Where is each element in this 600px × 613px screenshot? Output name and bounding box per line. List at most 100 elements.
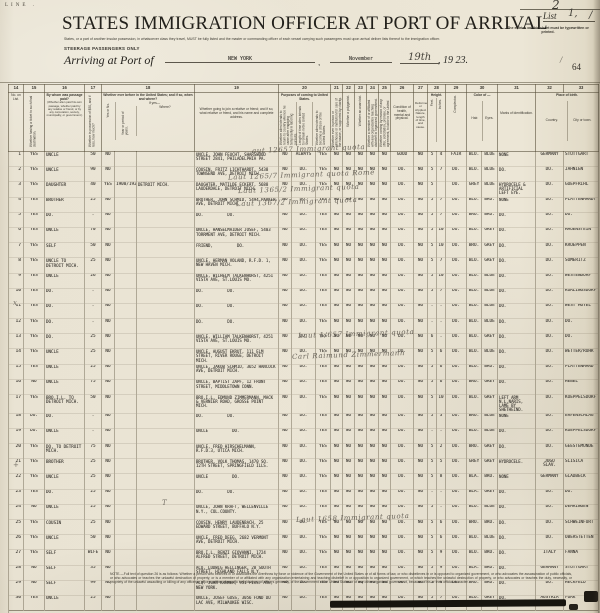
cell-stay: DO. bbox=[291, 443, 316, 459]
cell-country: DO. bbox=[535, 427, 565, 444]
cell-prison: NO bbox=[330, 242, 343, 258]
cell-prison: NO bbox=[330, 378, 343, 395]
cell-before_where bbox=[136, 318, 195, 334]
cell-before_year bbox=[114, 196, 137, 213]
cell-complexion: DO. bbox=[445, 473, 468, 490]
cell-paid_by: UNCLE bbox=[44, 363, 85, 380]
cell-labor: NO bbox=[378, 287, 391, 304]
cell-prison: NO bbox=[330, 348, 343, 365]
cell-return_home: NO bbox=[278, 518, 292, 535]
cell-eyes: BLUE bbox=[481, 150, 499, 167]
cell-complexion: DO. bbox=[445, 549, 468, 566]
cell-feet: 5 bbox=[427, 518, 437, 535]
cell-anarchist: NO bbox=[354, 473, 367, 490]
cell-paid_by: UNCLE TO DETROIT MICH. bbox=[44, 257, 85, 273]
cell-marks: DO. bbox=[497, 287, 537, 304]
cell-country: DO. bbox=[535, 287, 565, 304]
column-header-row: No. on List. Whether having a ticket to … bbox=[8, 92, 600, 152]
cell-before_yn: NO bbox=[101, 302, 115, 319]
cell-eyes: GREY bbox=[481, 488, 499, 505]
cell-marks: NONE bbox=[497, 412, 537, 429]
cell-country: DO. bbox=[535, 166, 565, 182]
cell-marks: NONE bbox=[497, 150, 537, 167]
cell-before_yn: NO bbox=[101, 363, 115, 380]
cell-joining: DAUGHTER, MATILDE ECKERT, 5688 LAUDERDAL… bbox=[194, 181, 279, 198]
cell-before_yn: NO bbox=[101, 458, 115, 474]
cell-health: DO. bbox=[390, 211, 414, 228]
cell-eyes: BLUE bbox=[481, 166, 499, 182]
cell-money: 70 bbox=[84, 226, 102, 243]
header-before-year: Year or period of years. bbox=[121, 111, 129, 136]
passenger-row: 15 YES UNCLE 25 NO UNCLE, JAKOB SCHMID, 3652 … bbox=[8, 363, 600, 380]
cell-stay: DO. bbox=[291, 412, 316, 429]
cell-health: DO. bbox=[390, 534, 414, 550]
handwritten-day: 19th bbox=[400, 52, 440, 64]
cell-org: NO bbox=[366, 257, 379, 273]
cell-before_year bbox=[114, 458, 137, 474]
cell-health: DO. bbox=[390, 272, 414, 289]
cell-prison: NO bbox=[330, 534, 343, 550]
cell-paid_by: UNCLE bbox=[44, 272, 85, 289]
cell-citizen: YES bbox=[315, 443, 331, 459]
cell-before_where bbox=[136, 427, 195, 444]
cell-inches: 7 bbox=[435, 257, 447, 273]
header-purposes-group: Purposes of coming to United States. Whe… bbox=[278, 92, 331, 152]
cell-money: 25 bbox=[84, 333, 102, 349]
cell-hair: BLO. bbox=[466, 302, 483, 319]
cell-return_home: NO bbox=[278, 302, 292, 319]
cell-return_home: NO bbox=[278, 427, 292, 444]
cell-joining: COUSIN, HENRY LAUDENBACH, 25 EDWARD STRE… bbox=[194, 518, 279, 535]
cell-city: HAUENSTEIN bbox=[563, 226, 600, 243]
cell-org: NO bbox=[366, 272, 379, 289]
cell-hair: BRO. bbox=[466, 412, 483, 429]
passenger-row: 19 DO. UNCLE. NO UNCLE DO. NO DO. YES NO NO NO NO NO… bbox=[8, 427, 600, 444]
cell-complexion: FAIR bbox=[445, 150, 468, 167]
cell-labor: NO bbox=[378, 226, 391, 243]
column-number-row: 14 15 16 17 18 19 20 21 22 23 24 25 26 2… bbox=[8, 84, 600, 93]
cell-health: DO. bbox=[390, 257, 414, 273]
cell-stay: DO. bbox=[291, 518, 316, 535]
cell-inches: 6 bbox=[435, 363, 447, 380]
cell-polygamist: NO bbox=[342, 412, 355, 429]
cell-deformed: NO bbox=[413, 272, 428, 289]
cell-paid_by: SELF bbox=[44, 549, 85, 566]
cell-stay: DO. bbox=[291, 272, 316, 289]
cell-inches: . bbox=[435, 302, 447, 319]
arriving-at-port-label: Arriving at Port of bbox=[64, 53, 154, 67]
cell-marks: DO. bbox=[497, 443, 537, 459]
cell-hair: BLO. bbox=[466, 394, 483, 414]
cell-labor: NO bbox=[378, 473, 391, 490]
cell-return_home: NO bbox=[278, 443, 292, 459]
cell-city: DO. bbox=[563, 488, 600, 505]
passenger-row: 29 NO SELF 99 NO ACQ. JOHN KRAMER, 951 FIRST … bbox=[8, 579, 600, 596]
typewritten-note: The entries on this sheet must be typewr… bbox=[507, 26, 589, 35]
cell-eyes: BLUE bbox=[481, 318, 499, 334]
cell-before_yn: NO bbox=[101, 226, 115, 243]
cell-inches: 3 bbox=[435, 412, 447, 429]
cell-paid_by: UNCLE bbox=[44, 473, 85, 490]
cell-citizen: YES bbox=[315, 458, 331, 474]
cell-labor: NO bbox=[378, 412, 391, 429]
cell-before_year bbox=[114, 302, 137, 319]
cell-eyes: BLUE bbox=[481, 348, 499, 365]
cell-joining: UNCLE, BAPTIST ZAPF, 12 FRONT STREET, MI… bbox=[194, 378, 279, 395]
cell-before_yn: NO bbox=[101, 257, 115, 273]
cell-stay: DO. bbox=[291, 318, 316, 334]
col-num: 32 bbox=[535, 84, 565, 93]
cell-return_home: NO bbox=[278, 272, 292, 289]
cell-marks: DO. bbox=[497, 488, 537, 505]
cell-inches: 7 bbox=[435, 166, 447, 182]
cell-before_year bbox=[114, 257, 137, 273]
cell-org: NO bbox=[366, 394, 379, 414]
cell-before_year bbox=[114, 594, 137, 611]
cell-prison: NO bbox=[330, 412, 343, 429]
cell-no: 17 bbox=[8, 394, 24, 414]
cell-no: 13 bbox=[8, 333, 24, 349]
cell-inches: 10 bbox=[435, 394, 447, 414]
cell-city: KROEPPEN bbox=[563, 242, 600, 258]
cell-anarchist: NO bbox=[354, 458, 367, 474]
cell-before_yn: NO bbox=[101, 378, 115, 395]
cell-country: DO. bbox=[535, 378, 565, 395]
cell-polygamist: NO bbox=[342, 318, 355, 334]
cell-labor: NO bbox=[378, 242, 391, 258]
